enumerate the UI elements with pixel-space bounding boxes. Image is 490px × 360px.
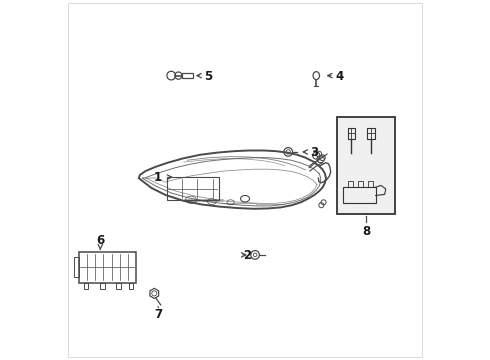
Text: 6: 6 <box>96 234 104 247</box>
Bar <box>74 257 79 277</box>
Bar <box>343 187 376 203</box>
Bar <box>368 181 373 187</box>
Bar <box>167 177 219 200</box>
Bar <box>182 73 193 78</box>
Text: 1: 1 <box>154 171 162 184</box>
Bar <box>100 283 104 289</box>
Text: 7: 7 <box>154 308 162 321</box>
Bar <box>117 283 121 289</box>
Bar <box>84 283 88 289</box>
Bar <box>358 181 363 187</box>
Text: 8: 8 <box>362 225 370 238</box>
Bar <box>129 283 133 289</box>
Bar <box>368 128 374 139</box>
Text: 2: 2 <box>244 249 251 262</box>
Text: 5: 5 <box>204 70 212 83</box>
Bar <box>347 128 355 139</box>
Bar <box>337 117 395 214</box>
Text: 3: 3 <box>310 146 318 159</box>
Bar <box>347 181 353 187</box>
Bar <box>79 252 136 283</box>
Text: 4: 4 <box>335 70 343 83</box>
